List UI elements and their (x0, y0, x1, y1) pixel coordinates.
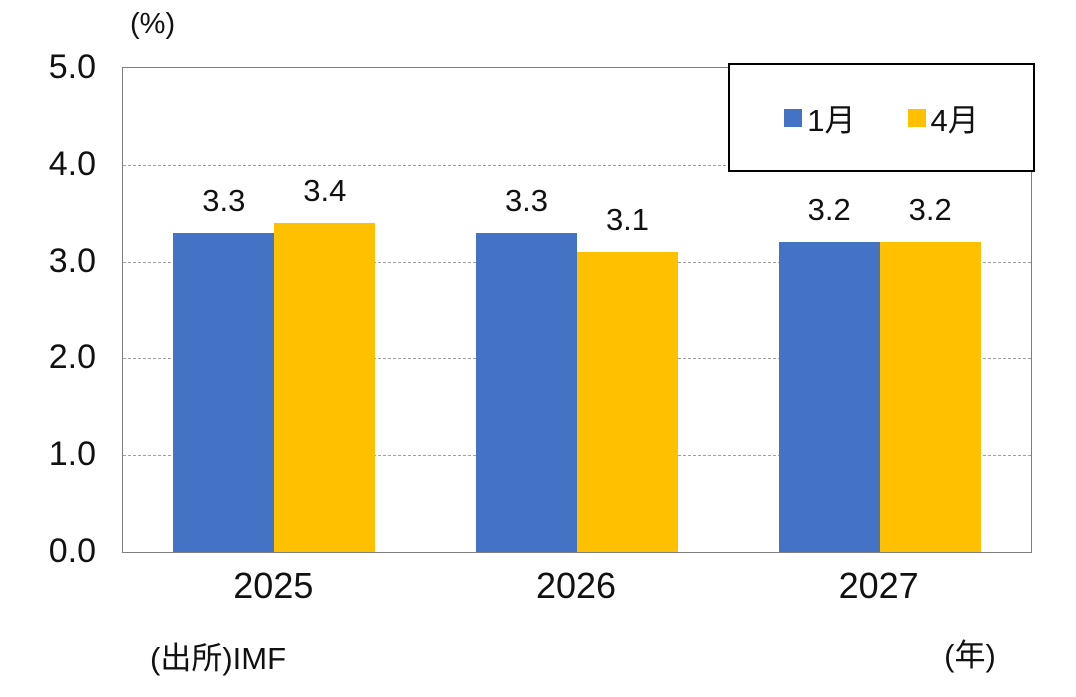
legend-label-apr: 4月 (930, 103, 979, 138)
bar-value-label: 3.2 (908, 192, 952, 228)
bar-jan-2027 (778, 242, 880, 552)
legend-label-jan: 1月 (807, 103, 856, 138)
legend: 1月 4月 (728, 63, 1035, 172)
bar-jan-2025 (173, 232, 275, 552)
gridline (123, 164, 1031, 166)
bar-jan-2026 (476, 232, 577, 552)
y-tick-label: 4.0 (48, 144, 96, 183)
x-category-label: 2026 (535, 565, 617, 606)
y-tick-label: 0.0 (48, 532, 96, 570)
bar-value-label: 3.3 (202, 182, 246, 218)
legend-item-jan: 1月 (784, 95, 856, 140)
bar-apr-2025 (274, 222, 376, 552)
y-tick-label: 5.0 (48, 48, 96, 86)
bar-value-label: 3.1 (605, 201, 650, 237)
legend-item-apr: 4月 (907, 95, 979, 140)
legend-swatch-jan (784, 108, 803, 127)
x-axis-unit-label: (年) (944, 638, 996, 673)
bar-apr-2027 (879, 242, 981, 552)
x-category-label: 2025 (233, 565, 314, 606)
bar-value-label: 3.2 (807, 192, 851, 228)
y-tick-label: 3.0 (48, 241, 96, 280)
legend-swatch-apr (907, 108, 926, 127)
y-tick-label: 2.0 (48, 338, 96, 377)
source-note: (出所)IMF (150, 641, 287, 676)
x-category-label: 2027 (838, 565, 919, 606)
bar-value-label: 3.3 (504, 182, 549, 218)
y-tick-label: 1.0 (48, 435, 96, 474)
bar-value-label: 3.4 (303, 172, 347, 208)
y-axis-unit-label: (%) (130, 8, 176, 40)
bar-apr-2026 (577, 251, 678, 552)
